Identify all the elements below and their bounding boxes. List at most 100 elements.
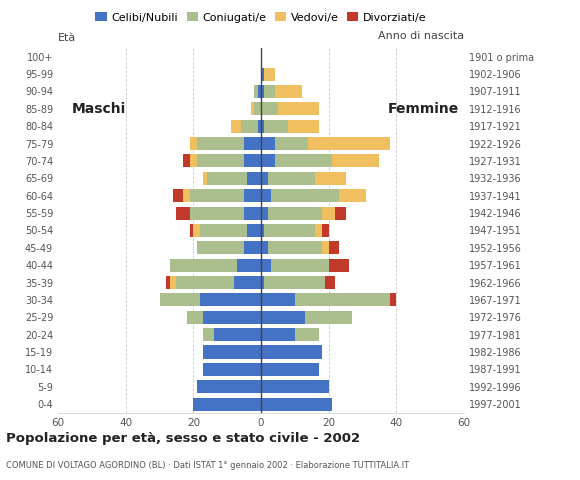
Bar bbox=[261, 311, 305, 324]
Bar bbox=[261, 189, 271, 202]
Bar bbox=[190, 189, 244, 202]
Bar bbox=[190, 155, 197, 168]
Bar bbox=[190, 206, 244, 219]
Text: Maschi: Maschi bbox=[71, 102, 126, 116]
Bar bbox=[329, 241, 339, 254]
Bar bbox=[268, 241, 322, 254]
Bar bbox=[274, 85, 302, 98]
Bar bbox=[261, 137, 274, 150]
Bar bbox=[261, 85, 264, 98]
Bar bbox=[274, 155, 332, 168]
Bar bbox=[258, 85, 261, 98]
Bar bbox=[335, 206, 346, 219]
Bar bbox=[254, 85, 258, 98]
Bar bbox=[264, 68, 274, 81]
Bar bbox=[264, 85, 274, 98]
Bar bbox=[207, 172, 248, 185]
Bar bbox=[169, 259, 237, 272]
Bar bbox=[261, 172, 268, 185]
Bar bbox=[264, 120, 288, 132]
Bar bbox=[261, 328, 295, 341]
Bar bbox=[204, 311, 261, 324]
Bar bbox=[268, 172, 315, 185]
Bar bbox=[261, 346, 322, 359]
Bar bbox=[244, 189, 261, 202]
Bar bbox=[390, 293, 396, 306]
Text: Età: Età bbox=[58, 33, 76, 43]
Bar bbox=[204, 328, 213, 341]
Bar bbox=[274, 137, 309, 150]
Bar bbox=[193, 224, 200, 237]
Bar bbox=[261, 155, 274, 168]
Bar bbox=[329, 259, 349, 272]
Bar bbox=[261, 293, 295, 306]
Bar bbox=[258, 120, 261, 132]
Bar bbox=[315, 172, 346, 185]
Bar bbox=[197, 137, 244, 150]
Bar bbox=[261, 224, 264, 237]
Bar bbox=[197, 155, 244, 168]
Bar bbox=[244, 155, 261, 168]
Bar bbox=[261, 120, 264, 132]
Bar bbox=[278, 102, 318, 115]
Legend: Celibi/Nubili, Coniugati/e, Vedovi/e, Divorziati/e: Celibi/Nubili, Coniugati/e, Vedovi/e, Di… bbox=[91, 8, 431, 27]
Bar bbox=[190, 137, 197, 150]
Bar bbox=[204, 172, 207, 185]
Bar bbox=[248, 224, 261, 237]
Bar bbox=[261, 276, 264, 289]
Bar bbox=[244, 241, 261, 254]
Bar bbox=[322, 241, 329, 254]
Bar bbox=[193, 397, 261, 410]
Bar bbox=[176, 206, 190, 219]
Bar bbox=[261, 102, 278, 115]
Bar bbox=[261, 241, 268, 254]
Bar bbox=[176, 276, 234, 289]
Bar bbox=[248, 172, 261, 185]
Bar bbox=[295, 328, 318, 341]
Bar bbox=[288, 120, 318, 132]
Bar bbox=[173, 189, 183, 202]
Bar bbox=[315, 224, 322, 237]
Bar bbox=[264, 276, 325, 289]
Bar bbox=[169, 276, 176, 289]
Bar bbox=[197, 241, 244, 254]
Bar bbox=[244, 206, 261, 219]
Bar bbox=[183, 189, 190, 202]
Text: Femmine: Femmine bbox=[388, 102, 459, 116]
Bar bbox=[230, 120, 241, 132]
Bar bbox=[241, 120, 258, 132]
Text: Popolazione per età, sesso e stato civile - 2002: Popolazione per età, sesso e stato civil… bbox=[6, 432, 360, 445]
Bar bbox=[261, 380, 329, 393]
Text: Anno di nascita: Anno di nascita bbox=[378, 31, 464, 41]
Bar bbox=[183, 155, 190, 168]
Bar bbox=[197, 380, 261, 393]
Bar bbox=[234, 276, 261, 289]
Bar bbox=[204, 346, 261, 359]
Bar bbox=[295, 293, 390, 306]
Text: COMUNE DI VOLTAGO AGORDINO (BL) · Dati ISTAT 1° gennaio 2002 · Elaborazione TUTT: COMUNE DI VOLTAGO AGORDINO (BL) · Dati I… bbox=[6, 461, 409, 470]
Bar bbox=[254, 102, 261, 115]
Bar bbox=[261, 363, 318, 376]
Bar bbox=[160, 293, 200, 306]
Bar bbox=[264, 224, 315, 237]
Bar bbox=[251, 102, 254, 115]
Bar bbox=[271, 189, 339, 202]
Bar bbox=[339, 189, 366, 202]
Bar bbox=[237, 259, 261, 272]
Bar bbox=[244, 137, 261, 150]
Bar bbox=[200, 224, 248, 237]
Bar bbox=[213, 328, 261, 341]
Bar bbox=[190, 224, 193, 237]
Bar bbox=[322, 206, 335, 219]
Bar bbox=[261, 68, 264, 81]
Bar bbox=[204, 363, 261, 376]
Bar bbox=[200, 293, 261, 306]
Bar bbox=[305, 311, 352, 324]
Bar bbox=[268, 206, 322, 219]
Bar bbox=[271, 259, 329, 272]
Bar bbox=[261, 206, 268, 219]
Bar bbox=[261, 397, 332, 410]
Bar bbox=[332, 155, 379, 168]
Bar bbox=[309, 137, 390, 150]
Bar bbox=[261, 259, 271, 272]
